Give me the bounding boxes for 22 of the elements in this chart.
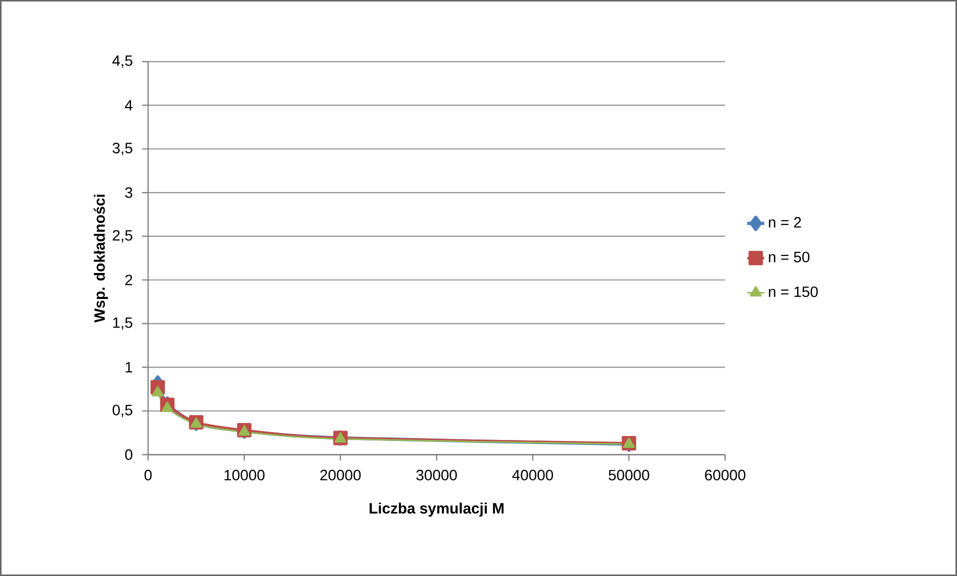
y-tick-label: 4 (124, 100, 132, 110)
legend-label: n = 150 (768, 286, 818, 298)
legend-label: n = 50 (768, 252, 810, 262)
y-tick-label: 0 (125, 449, 132, 460)
legend-label: n = 2 (768, 217, 801, 228)
x-tick-label: 60000 (705, 470, 746, 480)
y-tick-label: 3,5 (112, 142, 132, 156)
y-tick-label: 0,5 (112, 404, 132, 418)
y-axis-title: Wsp. dokładności (94, 194, 108, 323)
y-tick-label: 1,5 (113, 317, 132, 330)
y-tick-label: 3 (125, 187, 132, 198)
x-axis-title: Liczba symulacji M (370, 502, 504, 517)
x-tick-label: 50000 (608, 470, 650, 480)
y-tick-label: 4,5 (112, 55, 132, 68)
x-tick-label: 10000 (224, 470, 265, 480)
y-tick-label: 2,5 (112, 230, 132, 242)
x-tick-label: 0 (144, 470, 152, 480)
x-tick-label: 40000 (512, 470, 554, 480)
x-tick-label: 20000 (320, 470, 361, 480)
y-tick-label: 1 (126, 362, 132, 372)
y-tick-label: 2 (125, 274, 132, 286)
x-tick-label: 30000 (416, 470, 457, 480)
